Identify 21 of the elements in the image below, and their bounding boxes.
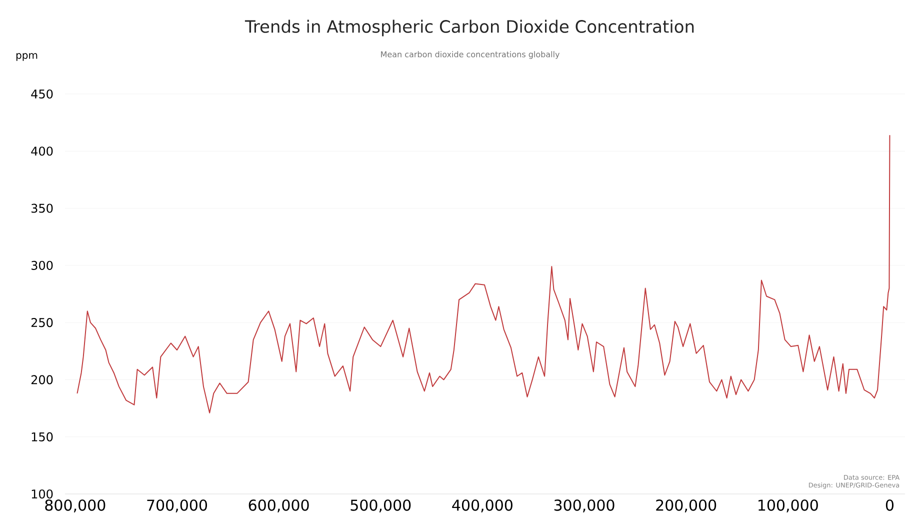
y-tick-label: 400 — [31, 146, 53, 156]
x-tick-label: 100,000 — [758, 499, 818, 512]
x-tick-label: 400,000 — [452, 499, 512, 512]
y-tick-label: 200 — [31, 375, 53, 384]
y-tick-label: 100 — [32, 489, 53, 499]
line-series — [76, 134, 890, 414]
x-tick-label: 800,000 — [45, 499, 106, 512]
x-tick-label: 0 — [886, 499, 894, 511]
x-tick-label: 300,000 — [554, 499, 614, 512]
x-tick-label: 200,000 — [656, 499, 716, 512]
y-tick-label: 350 — [31, 204, 53, 213]
y-tick-label: 150 — [32, 432, 53, 442]
y-axis-title: ppm — [16, 53, 38, 61]
y-tick-label: 450 — [31, 89, 53, 99]
x-tick-label: 500,000 — [350, 499, 411, 512]
x-tick-label: 700,000 — [147, 499, 207, 512]
x-tick-label: 600,000 — [248, 499, 309, 512]
y-tick-label: 300 — [31, 260, 53, 270]
chart-subtitle: Mean carbon dioxide concentrations globally — [381, 51, 560, 59]
y-tick-label: 250 — [31, 318, 53, 328]
chart-title: Trends in Atmospheric Carbon Dioxide Concentration — [244, 20, 694, 36]
